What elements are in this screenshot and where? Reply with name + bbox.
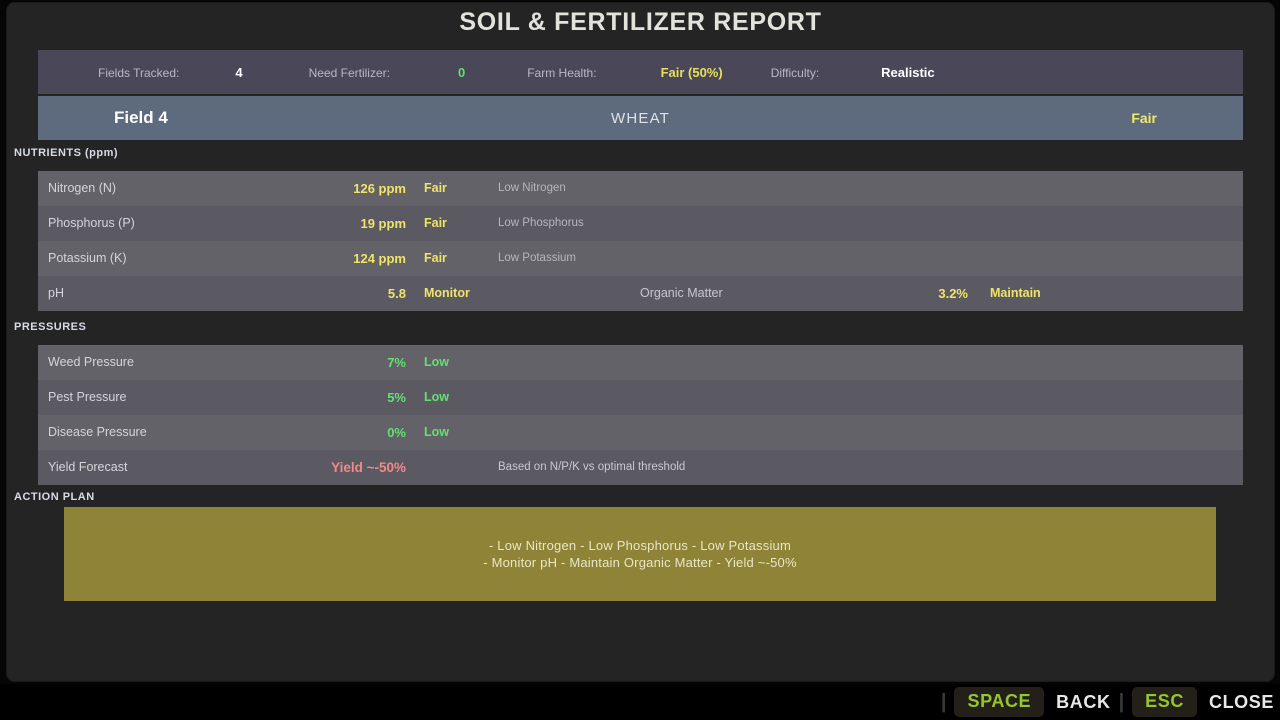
pressure-value: 0% [387,425,406,440]
stat-farm-health-value: Fair (50%) [660,64,723,80]
action-plan-line-2: - Monitor pH - Maintain Organic Matter -… [483,555,797,570]
table-row: Weed Pressure 7% Low [38,345,1243,380]
key-esc[interactable]: ESC [1132,687,1197,717]
table-row: Disease Pressure 0% Low [38,415,1243,450]
nutrient-label: Phosphorus (P) [48,216,135,230]
stat-need-fertilizer-label: Need Fertilizer: [308,65,390,80]
key-space-description: BACK [1056,691,1111,712]
stat-fields-tracked-value: 4 [235,64,243,80]
pressure-label: Weed Pressure [48,355,134,369]
field-name: Field 4 [114,108,168,127]
nutrient-label: Potassium (K) [48,251,127,265]
nutrient-value: 19 ppm [360,216,406,231]
ph-status: Monitor [424,286,470,300]
stat-farm-health-label: Farm Health: [527,65,597,80]
field-crop-type: WHEAT [610,110,671,127]
table-row: Nitrogen (N) 126 ppm Fair Low Nitrogen [38,171,1243,206]
yield-forecast-value: Yield ~-50% [331,460,406,475]
stat-farm-health: Farm Health: Fair (50%) [527,65,723,80]
organic-matter-value: 3.2% [938,286,968,301]
pressure-value: 7% [387,355,406,370]
table-row: Phosphorus (P) 19 ppm Fair Low Phosphoru… [38,206,1243,241]
pressure-status: Low [424,355,449,369]
action-plan-line-1: - Low Nitrogen - Low Phosphorus - Low Po… [488,538,792,553]
farm-stats-bar: Fields Tracked: 4 Need Fertilizer: 0 Far… [38,50,1243,94]
pressure-value: 5% [387,390,406,405]
section-header-pressures: PRESSURES [14,321,87,333]
nutrient-note: Low Potassium [498,252,576,264]
yield-forecast-label: Yield Forecast [48,460,128,474]
hint-separator-1: | [940,690,947,713]
stat-need-fertilizer-value: 0 [457,64,466,80]
field-header-bar: Field 4 WHEAT Fair [38,96,1243,140]
table-row-ph: pH 5.8 Monitor Organic Matter 3.2% Maint… [38,276,1243,311]
nutrient-value: 124 ppm [353,251,406,266]
nutrient-status: Fair [424,181,447,195]
section-header-action-plan: ACTION PLAN [14,491,95,503]
organic-matter-status: Maintain [990,286,1041,300]
nutrient-status: Fair [424,251,447,265]
hint-separator-2: | [1118,690,1125,713]
page-title: SOIL & FERTILIZER REPORT [459,8,822,36]
key-esc-description: CLOSE [1208,691,1274,712]
footer-key-hints: | SPACE BACK | ESC CLOSE [933,684,1274,720]
section-header-nutrients: NUTRIENTS (ppm) [14,147,119,159]
ph-value: 5.8 [387,286,406,301]
nutrient-note: Low Phosphorus [498,217,584,229]
pressure-label: Pest Pressure [48,390,127,404]
nutrient-value: 126 ppm [353,181,406,196]
ph-label: pH [48,286,64,300]
pressure-status: Low [424,425,449,439]
nutrient-status: Fair [424,216,447,230]
pressure-status: Low [424,390,449,404]
stat-difficulty-label: Difficulty: [770,65,820,80]
table-row: Potassium (K) 124 ppm Fair Low Potassium [38,241,1243,276]
nutrients-table: Nitrogen (N) 126 ppm Fair Low Nitrogen P… [38,171,1243,311]
nutrient-note: Low Nitrogen [498,182,566,194]
field-status-badge: Fair [1131,110,1157,126]
pressures-table: Weed Pressure 7% Low Pest Pressure 5% Lo… [38,345,1243,485]
footer-bar: | SPACE BACK | ESC CLOSE [0,684,1280,720]
stat-fields-tracked: Fields Tracked: 4 [98,65,243,80]
stat-difficulty: Difficulty: Realistic [771,65,935,80]
nutrient-label: Nitrogen (N) [48,181,117,195]
key-space[interactable]: SPACE [954,687,1045,717]
soil-report-panel: SOIL & FERTILIZER REPORT Fields Tracked:… [6,2,1275,682]
stat-difficulty-value: Realistic [881,64,935,80]
stat-fields-tracked-label: Fields Tracked: [98,65,180,80]
pressure-label: Disease Pressure [48,425,147,439]
stat-need-fertilizer: Need Fertilizer: 0 [309,65,466,80]
table-row-yield: Yield Forecast Yield ~-50% Based on N/P/… [38,450,1243,485]
organic-matter-label: Organic Matter [640,286,723,300]
action-plan-box: - Low Nitrogen - Low Phosphorus - Low Po… [64,507,1216,601]
table-row: Pest Pressure 5% Low [38,380,1243,415]
yield-forecast-note: Based on N/P/K vs optimal threshold [498,461,686,473]
